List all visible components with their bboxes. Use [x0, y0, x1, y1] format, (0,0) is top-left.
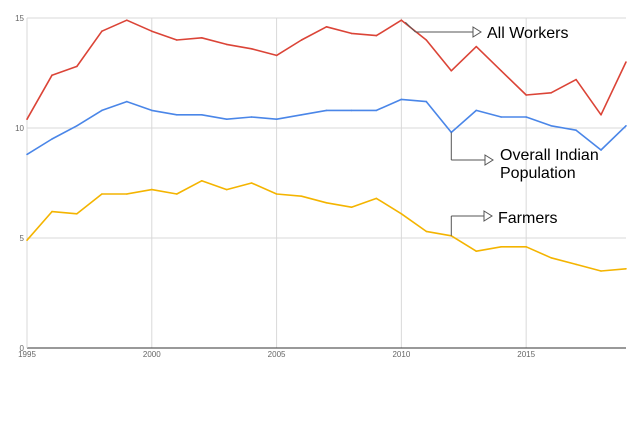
data-point-series-1 — [300, 39, 303, 41]
data-point-series-2 — [425, 100, 428, 103]
x-tick-label: 2005 — [268, 350, 286, 359]
data-point-series-1 — [101, 30, 103, 32]
data-point-series-3 — [101, 193, 103, 195]
data-point-series-1 — [150, 30, 153, 32]
data-point-series-3 — [200, 180, 203, 182]
data-point-series-3 — [175, 193, 178, 195]
data-point-series-2 — [51, 138, 53, 140]
data-point-series-3 — [275, 193, 278, 195]
data-point-series-1 — [200, 37, 203, 39]
data-point-series-2 — [26, 153, 28, 156]
data-point-series-3 — [250, 182, 253, 184]
data-point-series-1 — [500, 70, 503, 72]
data-point-series-2 — [575, 129, 577, 131]
annotation-arrowhead — [483, 210, 493, 222]
data-point-series-1 — [475, 45, 478, 48]
data-point-series-3 — [500, 246, 503, 248]
x-tick-label: 2015 — [517, 350, 535, 359]
data-point-series-1 — [525, 94, 527, 96]
data-point-series-2 — [350, 109, 353, 112]
data-point-series-1 — [325, 26, 328, 28]
data-point-series-2 — [475, 109, 478, 112]
y-tick-label: 0 — [20, 344, 25, 353]
data-point-series-1 — [175, 39, 178, 41]
data-point-series-1 — [400, 19, 403, 22]
data-point-series-2 — [500, 116, 503, 118]
data-point-series-2 — [200, 114, 203, 116]
data-point-series-2 — [550, 125, 552, 127]
x-tick-label: 2010 — [392, 350, 410, 359]
data-point-series-1 — [375, 34, 378, 37]
data-point-series-3 — [625, 268, 627, 270]
data-point-series-2 — [300, 114, 303, 116]
data-point-series-2 — [400, 98, 403, 101]
data-point-series-2 — [375, 109, 378, 112]
data-point-series-1 — [250, 48, 253, 50]
axis-tick-labels: 1995 2000 2005 2010 2015 0 5 10 15 — [15, 14, 536, 359]
data-point-series-2 — [250, 116, 253, 118]
data-point-series-1 — [600, 114, 602, 116]
data-point-series-2 — [525, 116, 527, 118]
y-tick-label: 5 — [20, 234, 25, 243]
annotation-population-line-2: Population — [500, 165, 576, 182]
data-point-series-3 — [350, 206, 353, 208]
data-point-series-1 — [51, 74, 53, 76]
annotation-connector — [405, 21, 416, 33]
data-point-series-2 — [325, 109, 328, 112]
data-point-series-2 — [600, 149, 602, 151]
data-point-series-3 — [300, 195, 303, 197]
x-tick-label: 2000 — [143, 350, 161, 359]
data-point-series-1 — [76, 65, 78, 68]
data-point-series-3 — [26, 239, 28, 241]
annotation-arrowhead — [472, 26, 482, 38]
data-point-series-3 — [76, 213, 78, 215]
data-point-series-3 — [475, 250, 478, 252]
data-point-series-1 — [450, 70, 453, 72]
data-point-series-2 — [101, 109, 103, 112]
data-point-series-2 — [275, 118, 278, 120]
data-point-series-1 — [225, 43, 228, 46]
data-point-series-3 — [325, 202, 328, 204]
data-point-series-3 — [550, 257, 552, 259]
data-point-series-1 — [625, 61, 627, 63]
data-point-series-2 — [126, 100, 128, 103]
data-point-series-3 — [150, 188, 153, 191]
data-point-series-2 — [225, 118, 228, 120]
data-point-series-3 — [425, 230, 428, 233]
data-point-series-1 — [275, 54, 278, 57]
data-point-series-3 — [525, 246, 527, 248]
gridlines — [26, 17, 626, 349]
annotation-arrowhead — [484, 154, 494, 166]
data-point-series-3 — [575, 263, 577, 266]
annotation-population-line-1: Overall Indian — [500, 147, 599, 164]
data-point-series-3 — [375, 197, 378, 200]
data-point-series-1 — [575, 78, 577, 81]
data-point-series-1 — [425, 39, 428, 41]
series-lines — [26, 19, 627, 272]
data-point-series-1 — [26, 118, 28, 120]
data-point-series-2 — [625, 125, 627, 127]
data-point-series-2 — [76, 125, 78, 127]
data-point-series-1 — [126, 19, 128, 22]
data-point-series-1 — [350, 32, 353, 35]
data-point-series-3 — [225, 188, 228, 191]
annotation-farmers: Farmers — [498, 210, 558, 227]
data-point-series-1 — [550, 92, 552, 94]
data-point-series-2 — [175, 114, 178, 116]
data-point-series-3 — [400, 213, 403, 215]
y-tick-label: 10 — [15, 124, 24, 133]
x-tick-label: 1995 — [18, 350, 36, 359]
data-point-series-2 — [150, 109, 153, 112]
data-point-series-3 — [51, 210, 53, 213]
annotation-all-workers: All Workers — [487, 25, 569, 42]
y-tick-label: 15 — [15, 14, 24, 23]
data-point-series-3 — [600, 270, 602, 272]
data-point-series-3 — [126, 193, 128, 195]
